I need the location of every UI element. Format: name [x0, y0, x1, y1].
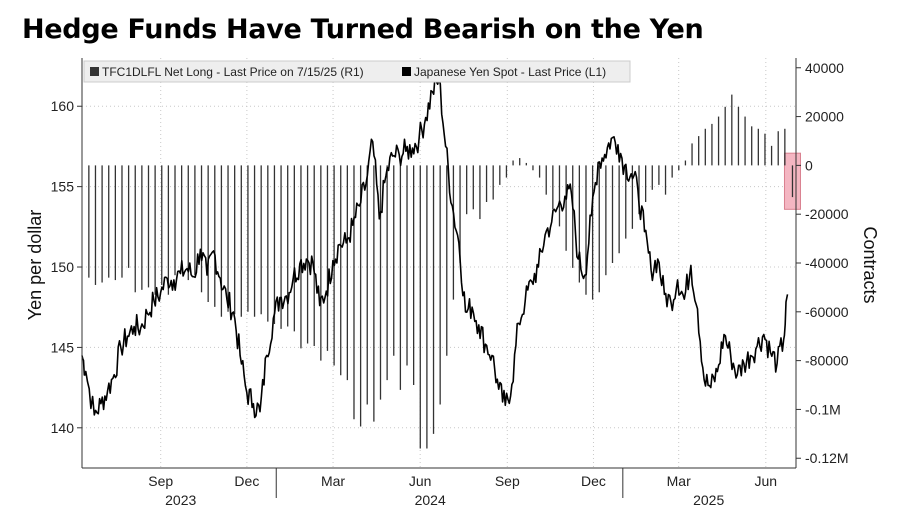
- right-axis-ticks: 40000 20000 0 -20000 -40000 -60000 -80000 -0.1M…: [796, 60, 849, 466]
- chart-title: Hedge Funds Have Turned Bearish on the Y…: [22, 14, 704, 45]
- right-axis-label: Contracts: [860, 226, 880, 303]
- left-tick-label: 150: [51, 259, 75, 275]
- legend-label-net-long: TFC1DLFL Net Long - Last Price on 7/15/2…: [102, 65, 364, 79]
- right-tick-label: 0: [805, 157, 813, 173]
- right-tick-label: 20000: [805, 109, 844, 125]
- right-tick-label: -0.12M: [805, 450, 849, 466]
- left-axis-label: Yen per dollar: [25, 210, 45, 320]
- x-axis-ticks: Sep Dec Mar Jun Sep Dec Mar Jun 2023 2024 2025: [148, 468, 777, 508]
- left-tick-label: 155: [51, 179, 75, 195]
- left-axis-ticks: 140 145 150 155 160: [51, 98, 82, 436]
- x-year-label: 2025: [693, 492, 724, 508]
- legend-box: [83, 60, 631, 83]
- legend-swatch-net-long: [90, 67, 99, 76]
- left-tick-label: 140: [51, 420, 75, 436]
- x-year-label: 2024: [415, 492, 446, 508]
- right-tick-label: -20000: [805, 206, 849, 222]
- x-month-label: Mar: [667, 473, 691, 489]
- right-tick-label: -80000: [805, 353, 849, 369]
- x-month-label: Jun: [755, 473, 778, 489]
- left-tick-label: 160: [51, 98, 75, 114]
- left-tick-label: 145: [51, 339, 75, 355]
- right-tick-label: -60000: [805, 304, 849, 320]
- x-month-label: Mar: [321, 473, 345, 489]
- right-tick-label: -0.1M: [805, 401, 841, 417]
- x-month-label: Jun: [409, 473, 432, 489]
- right-tick-label: 40000: [805, 60, 844, 76]
- x-month-label: Sep: [148, 473, 173, 489]
- x-month-label: Sep: [495, 473, 520, 489]
- right-tick-label: -40000: [805, 255, 849, 271]
- x-month-label: Dec: [234, 473, 259, 489]
- legend: TFC1DLFL Net Long - Last Price on 7/15/2…: [83, 60, 631, 83]
- legend-swatch-yen: [402, 67, 411, 76]
- legend-label-yen: Japanese Yen Spot - Last Price (L1): [414, 65, 606, 79]
- x-month-label: Dec: [581, 473, 606, 489]
- x-year-label: 2023: [165, 492, 196, 508]
